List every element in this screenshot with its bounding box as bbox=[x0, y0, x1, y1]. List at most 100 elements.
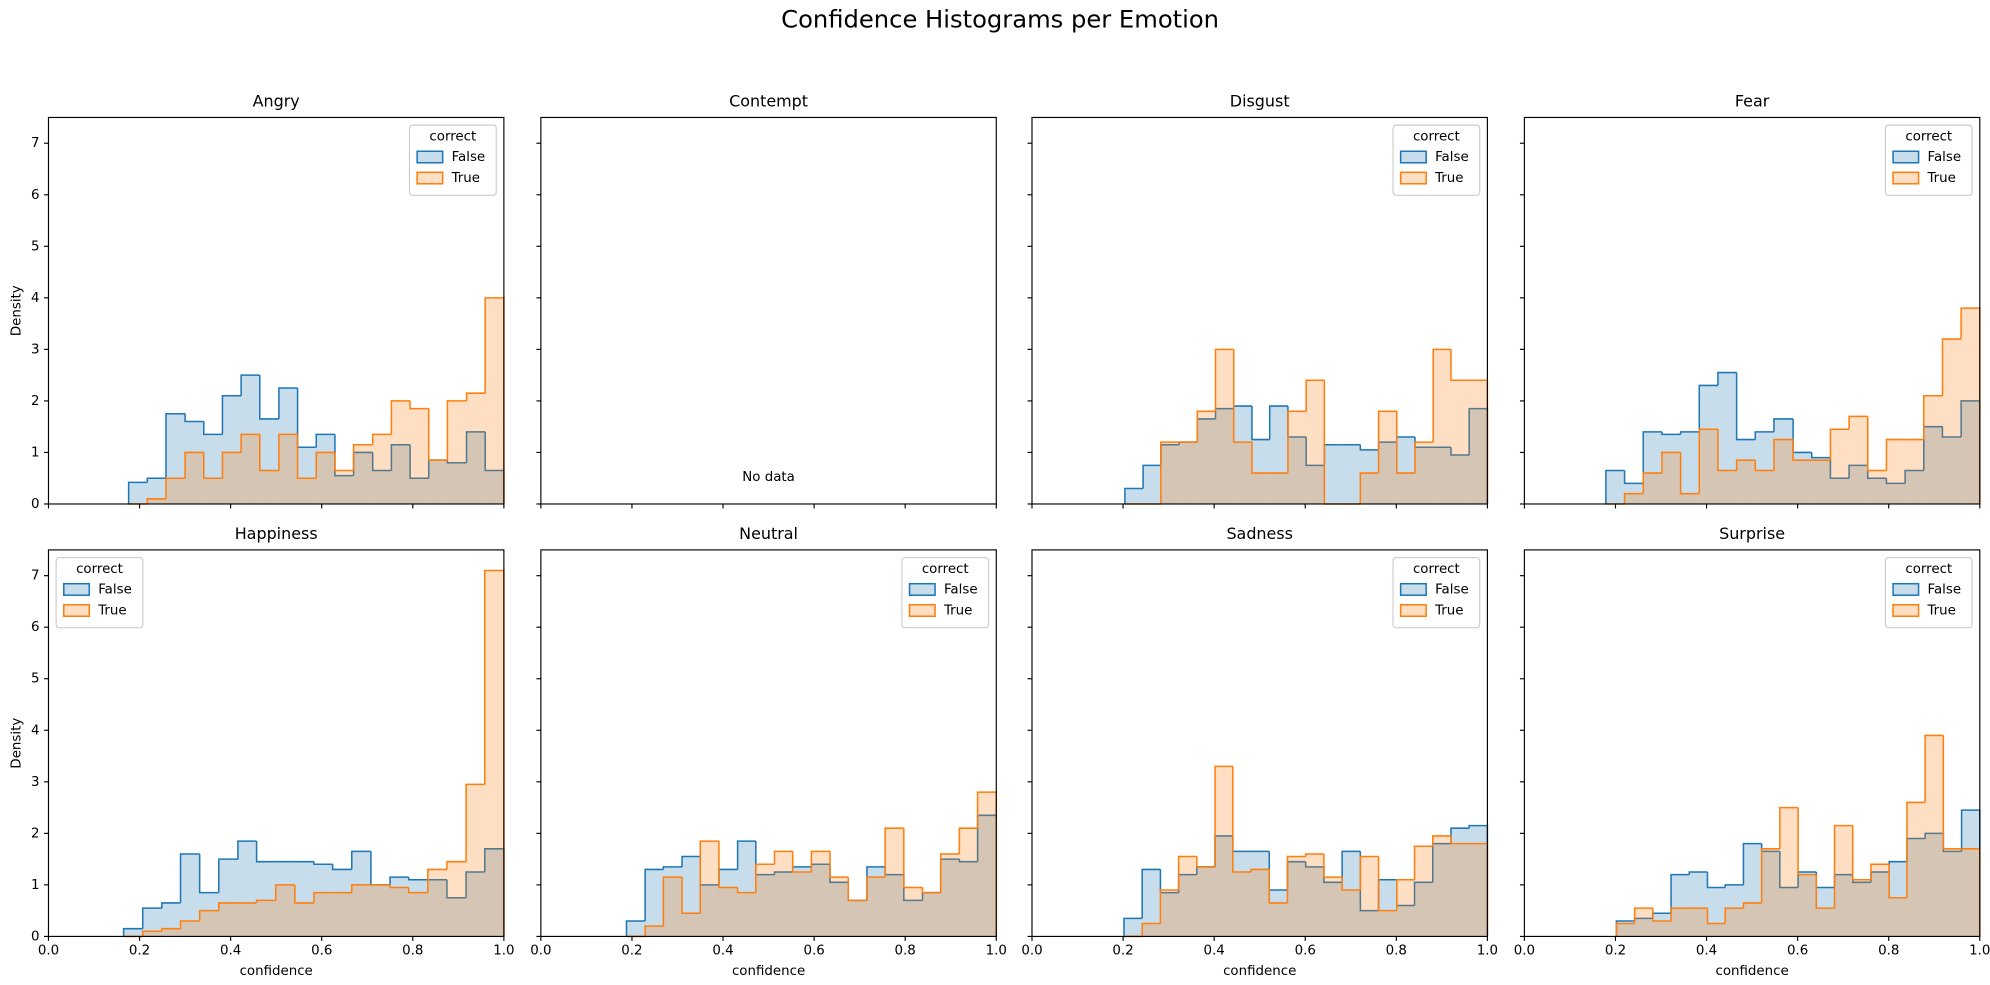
histogram-bar bbox=[1906, 802, 1926, 937]
legend-swatch bbox=[1399, 171, 1427, 185]
histogram-step bbox=[1359, 472, 1379, 504]
histogram-bar bbox=[353, 452, 373, 504]
histogram-bar bbox=[222, 395, 242, 504]
histogram-bar bbox=[484, 570, 504, 937]
histogram-step bbox=[465, 431, 486, 463]
histogram-step bbox=[313, 861, 333, 866]
histogram-bar bbox=[1816, 908, 1835, 937]
histogram-bar bbox=[885, 874, 904, 937]
histogram-step bbox=[278, 387, 298, 419]
x-tick-label: 0.2 bbox=[1605, 943, 1626, 958]
histogram-bar bbox=[737, 892, 756, 937]
histogram-bar bbox=[1830, 478, 1850, 504]
histogram-bar bbox=[128, 482, 148, 504]
histogram-bar bbox=[1251, 851, 1270, 937]
histogram-step bbox=[1797, 807, 1817, 876]
histogram-bar bbox=[203, 478, 223, 504]
histogram-step bbox=[1829, 428, 1850, 461]
histogram-step bbox=[1848, 464, 1868, 479]
histogram-bar bbox=[848, 900, 867, 937]
histogram-bar bbox=[1251, 869, 1270, 937]
histogram-step bbox=[718, 841, 738, 889]
histogram-step bbox=[1779, 851, 1799, 889]
histogram-step bbox=[1706, 872, 1726, 889]
histogram-step bbox=[161, 902, 181, 909]
histogram-bar bbox=[1179, 442, 1198, 504]
histogram-step bbox=[662, 866, 683, 870]
legend-swatch bbox=[908, 582, 936, 596]
histogram-bar bbox=[1643, 431, 1662, 504]
histogram-step bbox=[939, 853, 960, 893]
histogram-bar bbox=[1450, 455, 1470, 504]
histogram-bar bbox=[1269, 473, 1288, 504]
histogram-step bbox=[1724, 907, 1744, 924]
histogram-step bbox=[1232, 766, 1252, 873]
histogram-step bbox=[427, 408, 448, 461]
histogram-bar bbox=[959, 861, 978, 937]
histogram-bar bbox=[1215, 349, 1234, 504]
x-tick-label: 0.6 bbox=[1787, 943, 1808, 958]
histogram-bar bbox=[626, 920, 646, 937]
histogram-step bbox=[1742, 842, 1762, 885]
histogram-step bbox=[446, 460, 467, 464]
histogram-bar bbox=[446, 897, 467, 937]
histogram-bar bbox=[294, 902, 314, 937]
histogram-step bbox=[334, 434, 354, 477]
histogram-bar bbox=[351, 884, 371, 937]
histogram-step bbox=[736, 887, 756, 894]
histogram-bar bbox=[1232, 872, 1252, 937]
legend-box bbox=[1392, 556, 1481, 629]
histogram-bar bbox=[185, 452, 204, 504]
histogram-step bbox=[446, 860, 467, 870]
histogram-step bbox=[1706, 908, 1726, 925]
histogram-bar bbox=[1634, 918, 1653, 937]
histogram-bar bbox=[1323, 882, 1343, 937]
histogram-step bbox=[699, 840, 719, 914]
histogram-bar bbox=[1811, 460, 1831, 504]
histogram-bar bbox=[390, 887, 409, 937]
histogram-step bbox=[465, 392, 486, 401]
histogram-step bbox=[1414, 441, 1434, 474]
histogram-bar bbox=[1889, 897, 1907, 937]
histogram-step bbox=[1431, 835, 1451, 847]
histogram-step bbox=[1885, 478, 1906, 485]
histogram-bar bbox=[259, 418, 279, 504]
histogram-bar bbox=[237, 841, 257, 937]
histogram-step bbox=[427, 868, 447, 893]
histogram-bar bbox=[1849, 465, 1868, 504]
histogram-bar bbox=[466, 431, 486, 504]
histogram-bar bbox=[1160, 892, 1179, 937]
histogram-bar bbox=[1889, 861, 1907, 937]
histogram-bar bbox=[774, 872, 793, 937]
y-tick-label: 5 bbox=[31, 239, 40, 254]
histogram-bar bbox=[1680, 493, 1700, 504]
histogram-bar bbox=[1870, 864, 1890, 937]
histogram-step bbox=[1623, 470, 1644, 485]
histogram-bar bbox=[940, 859, 960, 937]
histogram-bar bbox=[1743, 902, 1762, 937]
histogram-bar bbox=[1396, 905, 1415, 937]
legend-label: False bbox=[452, 150, 486, 165]
histogram-step bbox=[1359, 855, 1379, 891]
histogram-bar bbox=[1342, 444, 1361, 504]
legend-box bbox=[1884, 556, 1973, 629]
subplot: Sadness 0.0 0.2 0.4 0.6 0.8 1.0 confidence corre… bbox=[1021, 524, 1498, 979]
histogram-step bbox=[1323, 853, 1343, 878]
histogram-bar bbox=[222, 452, 242, 504]
histogram-bar bbox=[391, 444, 411, 504]
histogram-bar bbox=[1469, 843, 1488, 937]
histogram-bar bbox=[700, 841, 719, 937]
subplot: Angry 0 1 2 3 4 5 6 7 Density correct False True bbox=[10, 92, 505, 512]
histogram-bar bbox=[645, 869, 664, 937]
histogram-bar bbox=[1643, 473, 1662, 504]
histogram-bar bbox=[466, 872, 485, 937]
y-tick-label: 6 bbox=[31, 620, 40, 635]
histogram-step bbox=[1924, 832, 1944, 839]
histogram-bar bbox=[1179, 442, 1198, 504]
histogram-bar bbox=[1906, 838, 1926, 937]
y-tick-label: 0 bbox=[31, 497, 40, 512]
histogram-step bbox=[390, 400, 411, 435]
histogram-bar bbox=[446, 861, 467, 937]
histogram-bar bbox=[180, 853, 200, 937]
histogram-bar bbox=[334, 475, 354, 504]
